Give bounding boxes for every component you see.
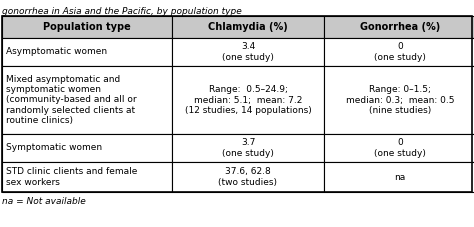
Text: Population type: Population type [43,22,131,32]
Bar [324,134,474,162]
Bar [2,16,172,38]
Bar [172,162,324,192]
Text: 37.6, 62.8
(two studies): 37.6, 62.8 (two studies) [219,167,277,187]
Bar [2,162,172,192]
Text: na = Not available: na = Not available [2,197,86,206]
Text: 0
(one study): 0 (one study) [374,138,426,158]
Bar [2,16,472,192]
Text: Mixed asymptomatic and
symptomatic women
(community-based and all or
randomly se: Mixed asymptomatic and symptomatic women… [6,75,137,125]
Bar [172,134,324,162]
Bar [2,134,172,162]
Text: STD clinic clients and female
sex workers: STD clinic clients and female sex worker… [6,167,137,187]
Text: Range: 0–1.5;
median: 0.3;  mean: 0.5
(nine studies): Range: 0–1.5; median: 0.3; mean: 0.5 (ni… [346,85,454,115]
Bar [2,66,172,134]
Text: na: na [394,173,406,182]
Bar [324,162,474,192]
Text: 0
(one study): 0 (one study) [374,42,426,62]
Bar [2,38,172,66]
Text: Range:  0.5–24.9;
median: 5.1;  mean: 7.2
(12 studies, 14 populations): Range: 0.5–24.9; median: 5.1; mean: 7.2 … [185,85,311,115]
Text: 3.4
(one study): 3.4 (one study) [222,42,274,62]
Bar [324,16,474,38]
Bar [172,66,324,134]
Bar [172,38,324,66]
Text: Symptomatic women: Symptomatic women [6,143,102,153]
Bar [324,38,474,66]
Text: 3.7
(one study): 3.7 (one study) [222,138,274,158]
Text: Asymptomatic women: Asymptomatic women [6,47,107,57]
Text: gonorrhea in Asia and the Pacific, by population type: gonorrhea in Asia and the Pacific, by po… [2,7,242,16]
Bar [172,16,324,38]
Bar [324,66,474,134]
Text: Gonorrhea (%): Gonorrhea (%) [360,22,440,32]
Text: Chlamydia (%): Chlamydia (%) [208,22,288,32]
